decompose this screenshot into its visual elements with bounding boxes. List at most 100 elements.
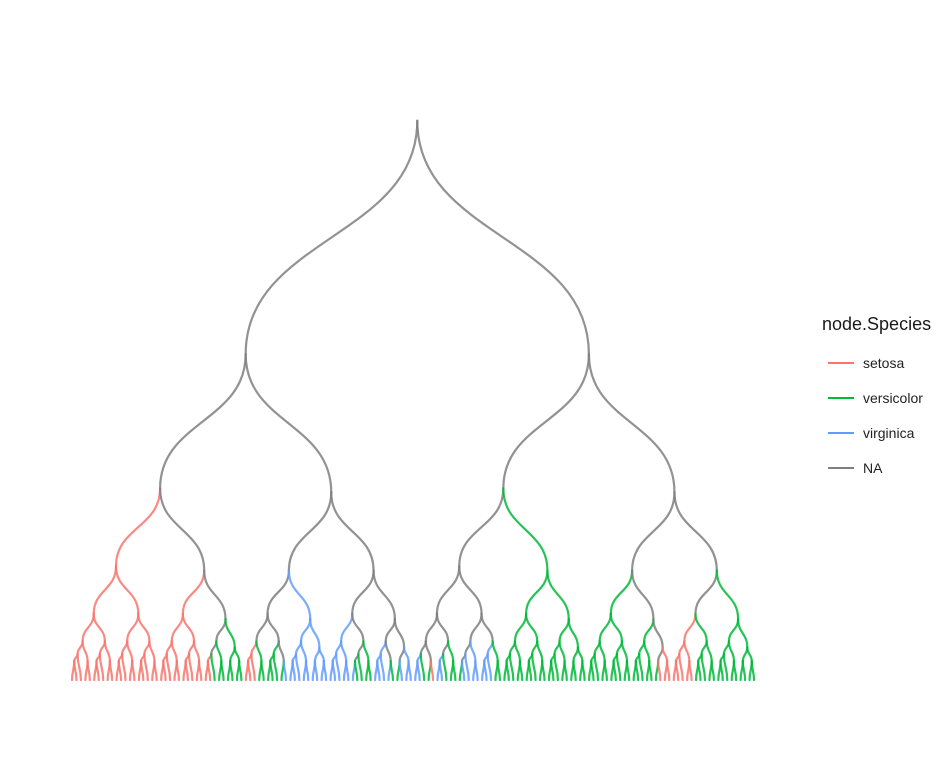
tree-edge bbox=[304, 660, 310, 682]
tree-edge bbox=[372, 569, 396, 621]
tree-edge bbox=[351, 612, 365, 643]
tree-edge bbox=[175, 660, 181, 682]
legend-title: node.Species bbox=[822, 314, 932, 334]
legend-label-virginica: virginica bbox=[863, 424, 915, 441]
legend-key-versicolor bbox=[828, 396, 854, 399]
tree-edge bbox=[335, 652, 341, 682]
tree-edge bbox=[165, 652, 172, 682]
tree-edge bbox=[558, 617, 570, 643]
tree-edge bbox=[331, 660, 337, 682]
tree-edge bbox=[486, 652, 493, 682]
tree-edge bbox=[697, 660, 702, 682]
dendrogram-edges bbox=[70, 119, 756, 682]
tree-edge bbox=[81, 612, 95, 643]
tree-edge bbox=[593, 652, 600, 682]
tree-edge bbox=[367, 660, 372, 682]
tree-edge bbox=[563, 660, 568, 682]
tree-edge bbox=[609, 569, 634, 615]
tree-edge bbox=[384, 640, 392, 663]
tree-edge bbox=[741, 660, 747, 682]
tree-edge bbox=[496, 660, 502, 682]
legend-label-na: NA bbox=[863, 459, 883, 476]
legend-label-setosa: setosa bbox=[863, 354, 905, 371]
tree-edge bbox=[86, 660, 91, 682]
tree-edge bbox=[603, 660, 608, 682]
tree-edge bbox=[469, 640, 477, 663]
legend-label-versicolor: versicolor bbox=[863, 389, 923, 406]
tree-edge bbox=[224, 617, 236, 649]
tree-edge bbox=[345, 660, 350, 682]
tree-edge bbox=[181, 612, 196, 643]
tree-edge bbox=[407, 660, 412, 682]
tree-edge bbox=[441, 652, 448, 682]
tree-edge bbox=[531, 652, 537, 682]
tree-edge bbox=[153, 660, 158, 682]
tree-edge bbox=[643, 617, 655, 643]
tree-edge bbox=[313, 660, 319, 682]
tree-edge bbox=[464, 652, 470, 682]
tree-edge bbox=[238, 660, 243, 682]
legend-key-na bbox=[828, 466, 854, 469]
tree-edge bbox=[192, 640, 201, 663]
tree-edge bbox=[393, 617, 406, 649]
tree-edge bbox=[598, 640, 606, 663]
tree-edge bbox=[665, 660, 671, 682]
tree-edge bbox=[505, 660, 510, 682]
tree-edge bbox=[114, 565, 140, 615]
tree-edge bbox=[587, 353, 676, 494]
tree-edge bbox=[458, 487, 505, 568]
tree-edge bbox=[634, 660, 640, 682]
tree-edge bbox=[638, 652, 644, 682]
tree-edge bbox=[92, 612, 106, 643]
tree-edge bbox=[419, 652, 426, 682]
tree-edge bbox=[197, 660, 203, 682]
tree-edge bbox=[705, 640, 713, 663]
tree-edge bbox=[351, 569, 375, 615]
tree-edge bbox=[673, 491, 718, 572]
tree-edge bbox=[233, 646, 241, 663]
tree-edge bbox=[340, 640, 348, 663]
tree-edge bbox=[181, 569, 206, 615]
legend: node.Species setosa versicolor virginica… bbox=[822, 314, 946, 485]
tree-edge bbox=[674, 660, 680, 682]
tree-edge bbox=[694, 569, 718, 615]
tree-edge bbox=[76, 652, 83, 682]
tree-edge bbox=[92, 565, 118, 615]
tree-edge bbox=[435, 565, 461, 615]
tree-edge bbox=[447, 640, 455, 663]
tree-edge bbox=[688, 660, 693, 682]
tree-edge bbox=[309, 617, 321, 649]
tree-edge bbox=[95, 660, 100, 682]
tree-edge bbox=[727, 617, 740, 643]
tree-edge bbox=[143, 652, 149, 682]
tree-edge bbox=[299, 617, 312, 643]
tree-edge bbox=[502, 487, 549, 572]
tree-edge bbox=[661, 646, 669, 663]
tree-edge bbox=[513, 640, 522, 663]
tree-edge bbox=[402, 646, 410, 663]
tree-edge bbox=[246, 660, 252, 682]
tree-edge bbox=[277, 640, 285, 663]
tree-edge bbox=[737, 617, 749, 649]
tree-edge bbox=[678, 652, 684, 682]
tree-edge bbox=[546, 569, 570, 621]
tree-edge bbox=[210, 652, 216, 682]
tree-edge bbox=[255, 612, 269, 643]
legend-item-setosa: setosa bbox=[822, 345, 946, 380]
tree-edge bbox=[159, 353, 247, 490]
tree-edge bbox=[250, 652, 256, 682]
tree-edge bbox=[518, 660, 524, 682]
tree-edge bbox=[525, 612, 539, 643]
tree-edge bbox=[357, 652, 363, 682]
tree-edge bbox=[379, 652, 386, 682]
tree-edge bbox=[244, 119, 419, 356]
tree-edge bbox=[458, 565, 483, 615]
tree-edge bbox=[581, 660, 586, 682]
tree-edge bbox=[620, 640, 629, 663]
tree-edge bbox=[287, 569, 312, 621]
tree-edge bbox=[567, 617, 580, 649]
tree-edge bbox=[694, 612, 708, 643]
tree-edge bbox=[318, 646, 325, 663]
tree-edge bbox=[148, 640, 156, 663]
tree-edge bbox=[424, 612, 439, 643]
